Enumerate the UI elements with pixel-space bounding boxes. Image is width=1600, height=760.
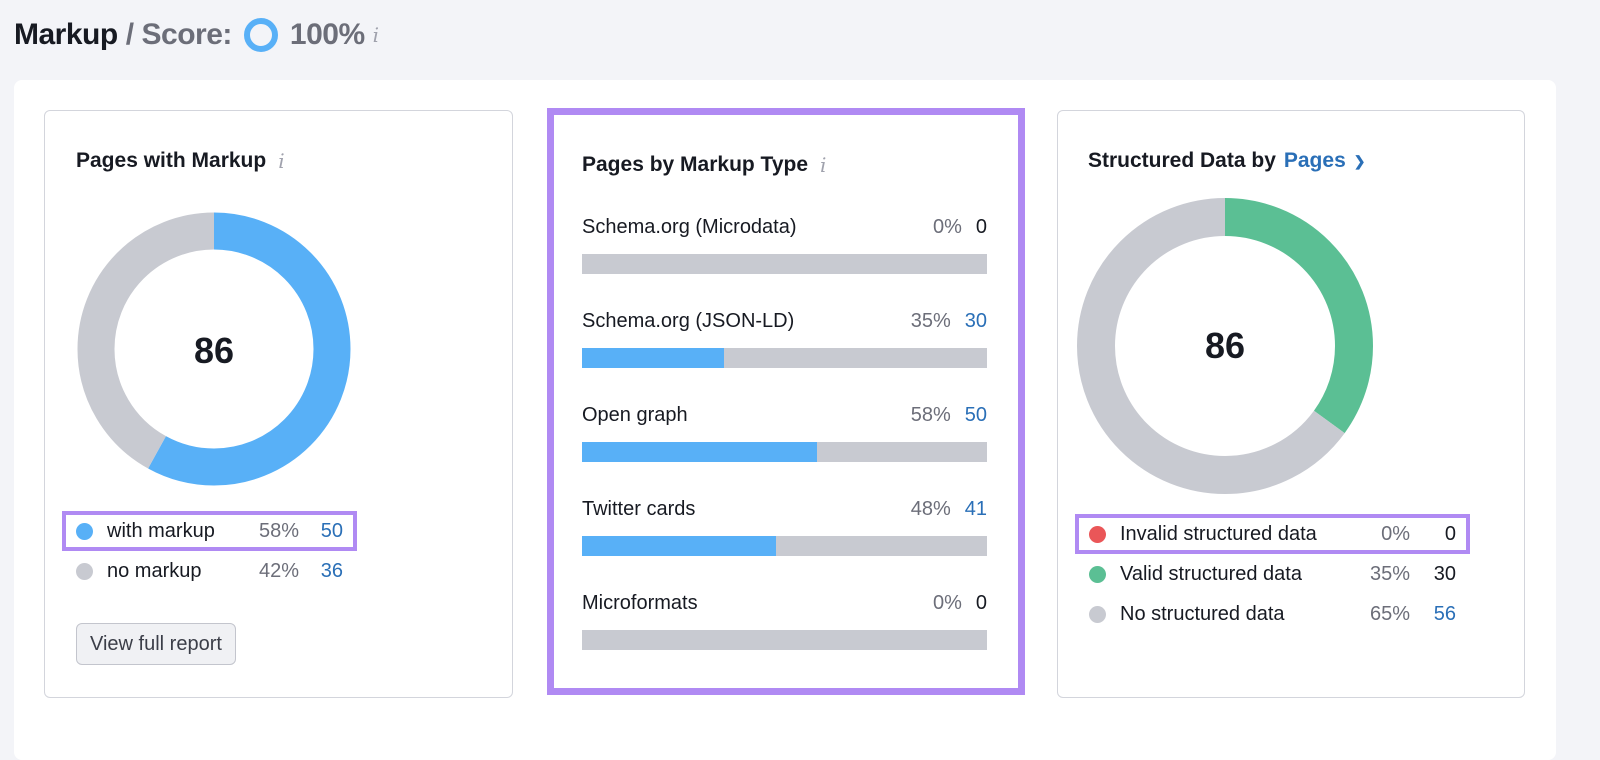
legend-item-with-markup[interactable]: with markup 58% 50: [62, 511, 357, 551]
donut-segment-no-markup[interactable]: [77, 212, 351, 486]
score-ring-icon: [243, 18, 278, 52]
card-title: Pages with Markup: [76, 149, 267, 172]
markup-type-bar-fill: [582, 442, 817, 462]
markup-type-label: Twitter cards: [582, 498, 696, 520]
legend-item[interactable]: Invalid structured data 0% 0: [1075, 514, 1470, 554]
legend: Invalid structured data 0% 0 Valid struc…: [1075, 514, 1470, 634]
chevron-down-icon[interactable]: ❯: [1353, 152, 1366, 169]
markup-type-label: Schema.org (Microdata): [582, 216, 797, 238]
legend-count: 0: [1444, 522, 1456, 545]
markup-type-bar: [582, 348, 987, 368]
markup-type-label: Microformats: [582, 592, 698, 614]
markup-type-bar-fill: [582, 348, 724, 368]
legend-dot: [1089, 565, 1106, 583]
legend-label: no markup: [107, 559, 202, 582]
markup-type-label: Open graph: [582, 404, 688, 426]
structured-data-donut: [1077, 198, 1373, 494]
pages-with-markup-donut: [77, 212, 351, 486]
legend-pct: 42%: [258, 559, 299, 582]
legend-item[interactable]: No structured data 65% 56: [1075, 594, 1470, 634]
markup-type-pct: 35%: [910, 310, 951, 332]
markup-type-pct: 0%: [932, 592, 962, 614]
pages-with-markup-card: Pages with Markup i 86 with markup 58% 50…: [44, 110, 513, 698]
donut-total: 86: [193, 330, 235, 371]
markup-type-pct: 0%: [932, 216, 962, 238]
legend-dot: [76, 522, 93, 540]
legend-count[interactable]: 36: [320, 559, 343, 582]
legend-dot: [1089, 605, 1106, 623]
title-separator: /: [125, 18, 134, 51]
score-label: Score:: [141, 18, 233, 51]
donut-total: 86: [1204, 325, 1246, 366]
legend-label: with markup: [107, 519, 215, 542]
title-text: Markup: [14, 18, 118, 51]
card-title: Structured Data by: [1088, 149, 1276, 172]
legend-item-no-markup[interactable]: no markup 42% 36: [62, 551, 357, 591]
legend-count[interactable]: 50: [320, 519, 343, 542]
legend-item[interactable]: Valid structured data 35% 30: [1075, 554, 1470, 594]
legend: with markup 58% 50 no markup 42% 36: [62, 511, 357, 591]
card-title: Pages by Markup Type: [582, 153, 809, 176]
markup-type-count: 0: [975, 216, 987, 238]
markup-type-pct: 48%: [910, 498, 951, 520]
donut-segment-No-structured-data[interactable]: [1077, 198, 1373, 494]
markup-type-bar: [582, 254, 987, 274]
markup-type-count[interactable]: 30: [964, 310, 987, 332]
info-icon[interactable]: i: [278, 149, 285, 173]
markup-type-count: 0: [975, 592, 987, 614]
legend-count: 30: [1433, 562, 1456, 585]
legend-label: No structured data: [1120, 602, 1285, 625]
markup-type-label: Schema.org (JSON-LD): [582, 310, 795, 332]
pages-by-markup-type-card: Pages by Markup Type i Schema.org (Microd…: [547, 108, 1025, 695]
page-title: Markup / Score: 100% i: [14, 18, 379, 52]
structured-data-card: Structured Data by Pages ❯ 86 Invalid stru…: [1057, 110, 1525, 698]
info-icon[interactable]: i: [820, 153, 827, 177]
legend-pct: 0%: [1381, 522, 1410, 545]
legend-pct: 65%: [1369, 602, 1410, 625]
legend-pct: 35%: [1369, 562, 1410, 585]
markup-type-pct: 58%: [910, 404, 951, 426]
markup-type-bar: [582, 536, 987, 556]
markup-type-bar: [582, 442, 987, 462]
pages-selector-dropdown[interactable]: Pages: [1283, 149, 1346, 172]
markup-type-count[interactable]: 41: [964, 498, 987, 520]
legend-label: Valid structured data: [1120, 562, 1302, 585]
info-icon[interactable]: i: [372, 23, 379, 47]
markup-type-bar: [582, 630, 987, 650]
markup-type-count[interactable]: 50: [964, 404, 987, 426]
score-value: 100%: [289, 18, 365, 51]
legend-count[interactable]: 56: [1433, 602, 1456, 625]
view-full-report-button[interactable]: View full report: [76, 623, 236, 665]
legend-dot: [1089, 525, 1106, 543]
legend-pct: 58%: [258, 519, 299, 542]
legend-label: Invalid structured data: [1120, 522, 1317, 545]
legend-dot: [76, 562, 93, 580]
markup-type-bar-fill: [582, 536, 777, 556]
